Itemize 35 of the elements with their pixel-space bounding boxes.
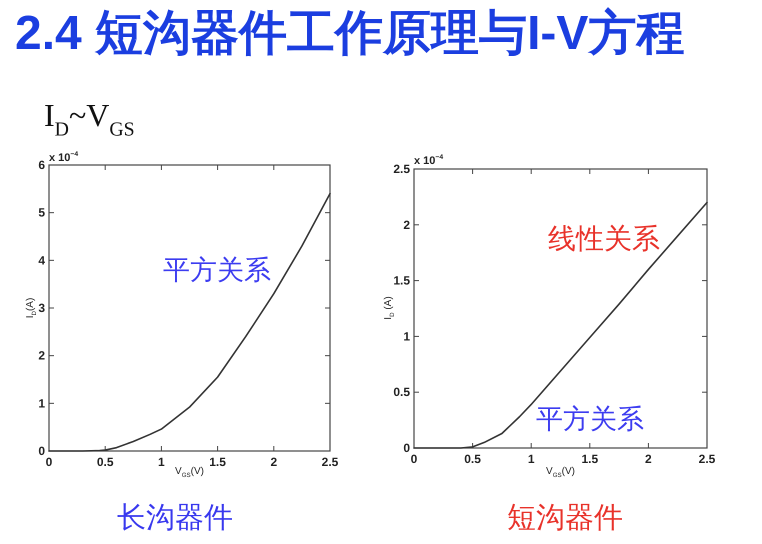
x-tick-label: 1: [158, 455, 166, 469]
x-tick-label: 2.5: [698, 452, 716, 466]
x-tick-label: 1.5: [581, 452, 598, 466]
y-tick-label: 1.5: [393, 274, 410, 288]
text: x 10$^{−4}$: [414, 154, 444, 167]
chart-subtitle: I$_{D}$~V$_{GS}$: [44, 97, 135, 141]
x-tick-label: 0.5: [464, 452, 482, 466]
text: 短沟器件: [507, 502, 623, 534]
y-tick-label: 4: [38, 253, 46, 268]
y-tick-label: 2.5: [393, 162, 410, 176]
y-tick-label: 6: [38, 158, 46, 172]
text: x 10$^{−4}$: [49, 151, 78, 164]
x-tick-label: 1.5: [209, 455, 226, 469]
annotation: 平方关系: [536, 404, 644, 434]
x-tick-label: 2: [270, 455, 278, 469]
y-tick-label: 0: [403, 441, 410, 455]
text: 长沟器件: [117, 502, 233, 534]
line-series: [48, 192, 331, 452]
chart-title: 2.4 短沟器件工作原理与I-V方程: [15, 7, 684, 60]
x-axis-title: V$_{GS}$(V): [546, 466, 575, 479]
x-tick-label: 2.5: [322, 455, 339, 469]
y-tick-label: 3: [38, 301, 46, 315]
x-axis-title: V$_{GS}$(V): [175, 466, 204, 479]
x-tick-label: 1: [528, 452, 535, 466]
y-tick-label: 0.5: [393, 385, 410, 400]
line-series: [413, 202, 708, 449]
x-tick-label: 0.5: [96, 455, 114, 469]
annotation: 线性关系: [548, 222, 660, 254]
y-tick-label: 2: [403, 218, 410, 232]
y-tick-label: 1: [403, 329, 410, 344]
y-tick-label: 1: [38, 396, 46, 410]
y-tick-label: 5: [38, 206, 46, 220]
y-tick-label: 2: [38, 348, 46, 363]
x-tick-label: 2: [645, 452, 652, 466]
annotation: 平方关系: [163, 255, 271, 285]
